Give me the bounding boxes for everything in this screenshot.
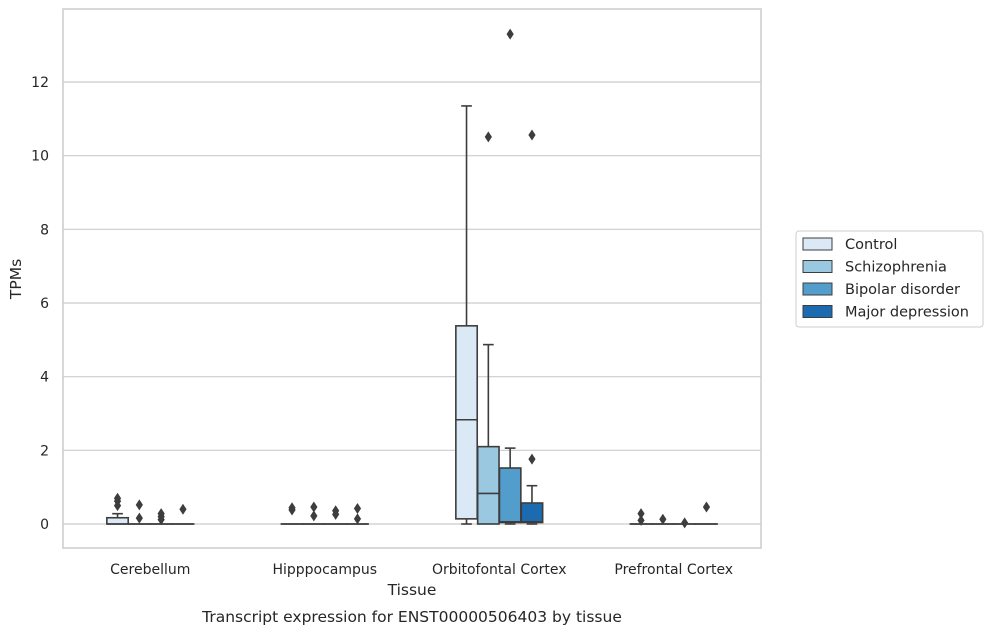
legend-label: Bipolar disorder [845,282,960,298]
outlier-point [179,503,187,515]
legend-label: Major depression [845,305,969,321]
outlier-point [702,501,711,513]
box-body [498,467,522,524]
box-3-3 [498,28,522,525]
x-tick-label: Orbitofontal Cortex [432,562,567,578]
y-tick-label: 0 [40,517,49,533]
box-1-1 [106,492,130,525]
x-axis-label: Tissue [387,581,437,599]
y-tick-label: 4 [40,370,49,386]
x-tick-label: Cerebellum [110,562,190,578]
legend-swatch [802,260,833,273]
outlier-point [484,131,492,143]
legend-swatch [802,305,833,318]
legend: Control Schizophrenia Bipolar disorder Majo… [795,230,984,328]
y-axis-ticks: 0 2 4 6 8 10 12 [31,75,49,533]
box-1-3 [149,508,173,526]
box-4-2 [651,513,675,525]
x-tick-label: Prefrontal Cortex [614,562,733,578]
outlier-point [506,28,514,40]
legend-swatch [802,282,833,296]
box-3-1 [455,105,479,525]
box-1-4 [171,503,195,525]
outlier-point [135,499,143,511]
outlier-point [288,502,296,514]
box-3-4 [520,129,544,525]
outlier-point [353,503,362,515]
y-tick-label: 2 [40,443,49,459]
outlier-point [681,517,689,529]
outlier-point [135,512,143,524]
box-body [455,325,479,520]
outlier-point [528,129,536,141]
box-2-2 [302,501,326,525]
y-tick-label: 6 [40,296,49,312]
box-2-1 [280,502,304,525]
box-body [476,445,500,525]
box-4-4 [694,501,718,525]
box-body [106,516,130,525]
y-tick-label: 10 [31,149,49,165]
outlier-point [637,508,645,520]
gridlines [63,81,761,525]
y-tick-label: 8 [40,222,49,238]
outlier-point [528,453,536,465]
outlier-point [332,505,340,517]
box-2-3 [324,505,348,525]
y-axis-label: TPMs [7,259,25,300]
legend-swatch [802,237,833,251]
outlier-point [659,513,667,525]
box-3-2 [476,131,500,525]
outlier-point [310,501,318,513]
plot-frame [62,8,762,549]
plot-border [62,8,762,549]
legend-label: Schizophrenia [845,260,947,276]
legend-box [795,230,984,328]
outlier-point [637,514,645,526]
box-2-4 [345,503,369,525]
outlier-point [310,510,318,522]
legend-label: Control [845,237,897,253]
x-axis-ticks: Cerebellum Hipppocampus Orbitofontal Corte… [110,562,733,578]
outlier-point [113,492,122,504]
box-4-1 [629,508,653,526]
x-tick-label: Hipppocampus [272,562,377,578]
chart-caption: Transcript expression for ENST0000050640… [201,608,622,626]
box-4-3 [673,517,697,529]
box-body [520,502,544,524]
outlier-point [353,513,362,525]
y-tick-label: 12 [31,75,49,91]
outlier-point [157,508,165,520]
box-layer [106,28,718,529]
box-1-2 [127,499,151,525]
